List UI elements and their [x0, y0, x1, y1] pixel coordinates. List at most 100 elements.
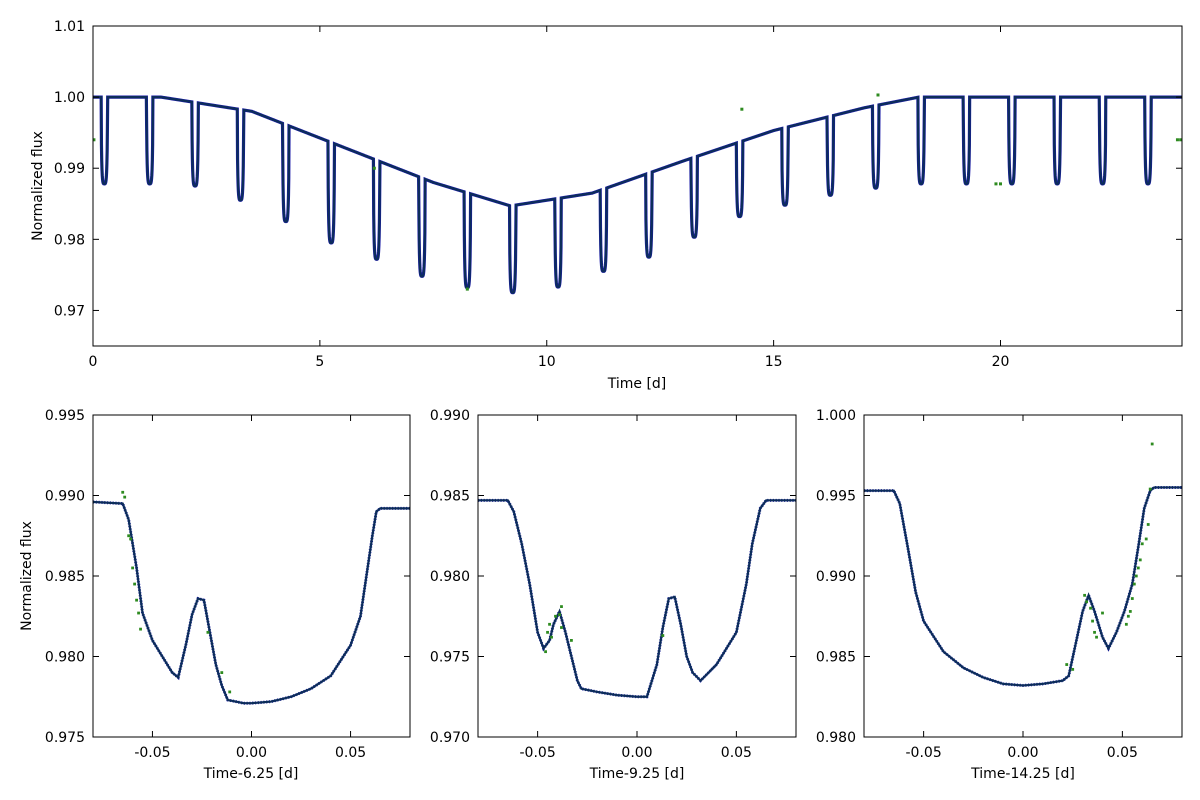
zoom-3-x-tick-label: -0.05	[906, 745, 942, 761]
zoom-panel-2: -0.05 0.00 0.05 0.970 0.975 0.980 0.985 0.990 T…	[430, 408, 797, 782]
zoom-2-data-point	[546, 630, 549, 634]
main-y-tick-label: 0.98	[54, 232, 85, 248]
zoom-1-data-point	[206, 630, 210, 634]
main-outlier-point	[93, 138, 96, 142]
zoom-1-data-point	[133, 582, 137, 586]
zoom-3-data-point	[1138, 558, 1142, 562]
zoom-1-data-point	[139, 627, 142, 631]
zoom-1-x-tick-label: 0.05	[335, 745, 366, 761]
zoom-3-data-point	[1150, 442, 1154, 446]
zoom-3-y-tick-label: 0.990	[816, 569, 856, 585]
zoom-2-y-tick-label: 0.980	[430, 569, 470, 585]
zoom-3-data-point	[1095, 635, 1098, 639]
zoom-3-data-point	[1134, 574, 1138, 578]
zoom-3-data-point	[1148, 487, 1152, 491]
zoom-2-data-point	[560, 626, 563, 629]
zoom-1-data-point	[228, 690, 232, 694]
main-y-tick-label: 0.97	[54, 303, 85, 319]
main-y-tick-label: 0.99	[54, 161, 85, 177]
zoom-2-data-point	[550, 635, 553, 639]
main-x-axis-label: Time [d]	[607, 376, 667, 392]
zoom-3-x-tick-label: 0.00	[1007, 745, 1038, 761]
main-x-tick-label: 0	[89, 354, 98, 370]
zoom-3-data-point	[1071, 667, 1075, 671]
zoom-panel-3: -0.05 0.00 0.05 0.980 0.985 0.990 0.995 1.000 T…	[816, 408, 1183, 782]
zoom-1-x-axis-label: Time-6.25 [d]	[203, 766, 299, 782]
zoom-2-x-tick-label: 0.05	[721, 745, 752, 761]
zoom-1-data-point	[135, 598, 138, 602]
zoom-2-model-line	[478, 499, 796, 698]
zoom-3-y-tick-label: 1.000	[816, 408, 856, 424]
zoom-3-data-point	[1128, 610, 1132, 613]
zoom-3-data-point	[1124, 622, 1128, 626]
main-outlier-point	[994, 182, 998, 186]
main-lightcurve-panel: 0 5 10 15 20 0.97 0.98 0.99 1.00 1.01 Time [d] No…	[30, 19, 1183, 392]
zoom-2-x-tick-label: -0.05	[520, 745, 556, 761]
main-x-tick-label: 5	[315, 354, 324, 370]
zoom-2-y-tick-label: 0.970	[430, 730, 470, 746]
zoom-1-data-point	[129, 537, 133, 541]
zoom-3-data-trace	[864, 485, 1182, 687]
main-y-tick-label: 1.01	[54, 19, 85, 35]
zoom-2-y-tick-label: 0.975	[430, 650, 470, 666]
main-y-tick-label: 1.00	[54, 90, 85, 106]
main-outlier-point	[876, 93, 880, 97]
zoom-3-y-tick-label: 0.980	[816, 730, 856, 746]
zoom-3-data-point	[1091, 619, 1094, 623]
zoom-1-data-point	[121, 490, 125, 494]
zoom-1-y-tick-label: 0.985	[45, 569, 85, 585]
zoom-3-data-point	[1130, 597, 1134, 600]
main-outlier-point	[465, 287, 469, 291]
zoom-2-data-point	[544, 650, 547, 654]
zoom-3-data-point	[1126, 614, 1130, 618]
zoom-panel-1: -0.05 0.00 0.05 0.975 0.980 0.985 0.990 0.995 T…	[19, 408, 411, 782]
zoom-1-y-tick-label: 0.975	[45, 730, 85, 746]
zoom-1-data-point	[123, 495, 127, 499]
main-outlier-point	[1179, 138, 1182, 142]
zoom-3-data-point	[1132, 582, 1136, 586]
main-data-trace	[93, 95, 1182, 295]
main-x-tick-label: 20	[992, 354, 1010, 370]
zoom-1-data-point	[137, 611, 140, 615]
zoom-1-data-point	[131, 566, 135, 570]
zoom-2-y-tick-label: 0.990	[430, 408, 470, 424]
zoom-3-data-point	[1146, 523, 1150, 526]
zoom-1-y-tick-label: 0.980	[45, 650, 85, 666]
zoom-1-data-point	[220, 671, 224, 674]
zoom-2-x-tick-label: 0.00	[621, 745, 652, 761]
zoom-1-y-axis-label: Normalized flux	[19, 521, 35, 631]
zoom-3-x-tick-label: 0.05	[1107, 745, 1138, 761]
zoom-3-y-tick-label: 0.995	[816, 489, 856, 505]
zoom-1-y-tick-label: 0.995	[45, 408, 85, 424]
zoom-3-data-point	[1144, 537, 1148, 541]
main-x-tick-label: 10	[538, 354, 556, 370]
main-outlier-point	[1175, 138, 1179, 142]
zoom-3-data-point	[1101, 611, 1104, 615]
main-outlier-point	[999, 182, 1002, 186]
zoom-2-data-point	[560, 605, 563, 608]
zoom-3-x-axis-label: Time-14.25 [d]	[970, 766, 1075, 782]
main-outlier-point	[740, 107, 744, 111]
zoom-1-model-line	[93, 500, 410, 705]
zoom-3-model-line	[864, 486, 1182, 687]
zoom-3-data-point	[1083, 593, 1087, 597]
zoom-1-plot-frame	[92, 414, 411, 738]
zoom-3-data-point	[1136, 566, 1140, 570]
zoom-2-data-point	[661, 634, 665, 637]
zoom-1-x-tick-label: -0.05	[134, 745, 170, 761]
zoom-2-data-trace	[478, 498, 796, 699]
main-plot-frame	[92, 25, 1183, 347]
zoom-2-data-point	[570, 639, 573, 642]
zoom-1-data-point	[127, 534, 131, 538]
zoom-3-data-point	[1140, 542, 1144, 546]
zoom-2-data-point	[558, 613, 561, 617]
zoom-2-data-point	[554, 614, 557, 618]
main-model-line	[93, 95, 1182, 294]
zoom-2-x-axis-label: Time-9.25 [d]	[589, 766, 685, 782]
zoom-3-y-tick-label: 0.985	[816, 650, 856, 666]
zoom-1-y-tick-label: 0.990	[45, 489, 85, 505]
zoom-2-y-tick-label: 0.985	[430, 489, 470, 505]
zoom-1-x-tick-label: 0.00	[236, 745, 267, 761]
main-y-axis-label: Normalized flux	[30, 131, 46, 241]
